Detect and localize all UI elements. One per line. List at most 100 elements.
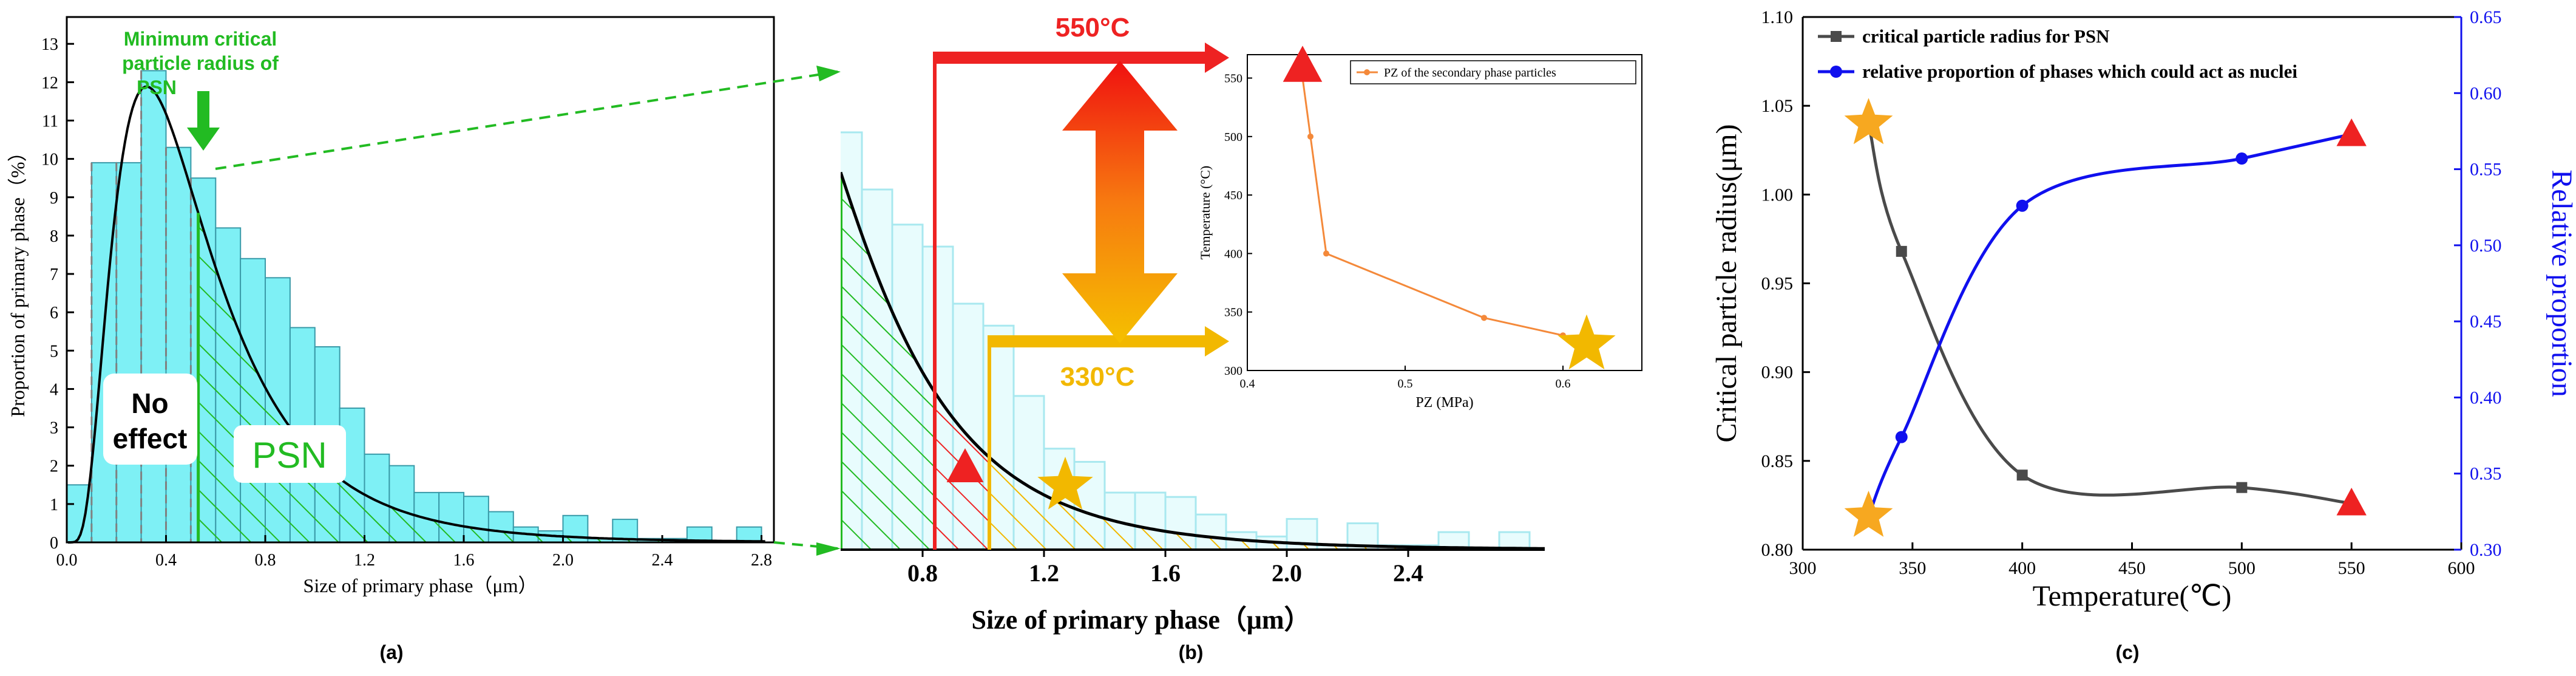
cold-arrow — [988, 326, 1229, 357]
panel-a-histogram: 0.0 0.4 0.8 1.2 1.6 2.0 2.4 2.80123456789101112… — [7, 16, 775, 663]
y-tick-left-label: 0.80 — [1761, 540, 1794, 560]
histogram-bar — [736, 526, 762, 544]
connector-top — [215, 70, 838, 170]
legend-label: relative proportion of phases which coul… — [1862, 61, 2297, 82]
y-tick-label: 9 — [50, 189, 58, 208]
y-tick-right-label: 0.65 — [2470, 7, 2502, 27]
legend-label: critical particle radius for PSN — [1862, 26, 2110, 47]
red-triangle-marker — [946, 448, 984, 482]
panel-c-temperature-chart: 300 350 400 450 500 550 600 0.80 0.85 0.90 0.95 1.0… — [1710, 7, 2576, 663]
inset-y-tick-label: 550 — [1224, 72, 1242, 86]
x-tick-label: 2.0 — [552, 551, 574, 570]
legend-marker — [1831, 31, 1842, 42]
relative-proportion-point — [2235, 152, 2248, 165]
fit-curve — [68, 85, 765, 544]
caption-c: (c) — [2115, 641, 2139, 663]
region-hatch — [989, 457, 1530, 550]
triangle-marker-550 — [2336, 118, 2367, 146]
y-tick-right-label: 0.60 — [2470, 83, 2502, 103]
y-tick-right-label: 0.45 — [2470, 312, 2502, 332]
no-effect-box — [103, 374, 197, 465]
connector-bottom-arrowhead — [816, 542, 841, 556]
y-tick-label: 11 — [42, 112, 58, 131]
series-relative-proportion-line — [1867, 132, 2352, 517]
y-tick-label: 1 — [50, 496, 58, 514]
y-axis-right-label: Relative proportion — [2546, 169, 2576, 397]
zoom-connectors — [215, 66, 841, 556]
x-tick-label: 450 — [2118, 558, 2146, 578]
x-tick-label: 1.6 — [1150, 559, 1181, 587]
y-tick-right-label: 0.50 — [2470, 236, 2502, 256]
x-axis-label: Size of primary phase（μm） — [971, 605, 1310, 635]
label-550: 550°C — [1056, 13, 1130, 43]
inset-series-point — [1323, 250, 1329, 257]
critical-radius-point — [2016, 469, 2028, 481]
fit-curve — [841, 171, 1545, 550]
y-tick-right-label: 0.35 — [2470, 464, 2502, 484]
inset-legend-label: PZ of the secondary phase particles — [1384, 66, 1556, 80]
inset-x-tick-label: 0.5 — [1398, 377, 1413, 391]
y-tick-label: 7 — [50, 265, 58, 284]
inset-y-tick-label: 400 — [1224, 247, 1242, 261]
x-tick-label: 1.2 — [1029, 559, 1059, 587]
x-tick-label: 500 — [2228, 558, 2256, 578]
x-tick-label: 2.0 — [1272, 559, 1302, 587]
critical-radius-point — [2236, 482, 2248, 493]
y-tick-left-label: 0.85 — [1761, 451, 1794, 471]
triangle-marker-550 — [2336, 487, 2367, 516]
inset-series-point — [1481, 315, 1487, 321]
y-tick-label: 8 — [50, 227, 58, 246]
series-critical-radius-line — [1867, 123, 2352, 505]
star-marker-330 — [1844, 490, 1893, 537]
x-tick-label: 0.0 — [56, 551, 78, 570]
x-tick-label: 0.8 — [255, 551, 276, 570]
inset-frame — [1247, 54, 1642, 371]
x-axis-label: Size of primary phase（μm） — [303, 575, 538, 596]
inset-star-marker — [1557, 314, 1616, 370]
threshold-arrow — [187, 91, 220, 151]
critical-radius-point — [1896, 245, 1907, 257]
y-tick-label: 6 — [50, 304, 58, 323]
annotation-line: PSN — [137, 77, 177, 98]
y-tick-label: 5 — [50, 342, 58, 361]
inset-y-axis-label: Temperature (°C) — [1198, 166, 1213, 259]
inset-triangle-marker — [1283, 46, 1323, 82]
y-tick-label: 12 — [41, 73, 58, 92]
caption-b: (b) — [1179, 641, 1204, 663]
x-tick-label: 0.4 — [155, 551, 177, 570]
annotation-line: particle radius of — [122, 52, 279, 74]
histogram-bar — [90, 162, 117, 543]
y-tick-label: 13 — [41, 35, 58, 54]
yellow-star-marker — [1037, 457, 1093, 510]
annotation-line: Minimum critical — [124, 28, 277, 50]
temperature-range-arrow — [1062, 61, 1178, 343]
x-tick-label: 0.8 — [907, 559, 938, 587]
psn-hatched-region — [198, 213, 762, 542]
x-tick-label: 600 — [2448, 558, 2475, 578]
no-effect-label: No — [131, 388, 168, 419]
plot-frame — [66, 16, 775, 544]
y-tick-left-label: 1.00 — [1761, 185, 1794, 205]
psn-box — [234, 425, 346, 483]
relative-proportion-point — [1895, 431, 1908, 443]
relative-proportion-point — [2016, 199, 2029, 212]
connector-bottom — [773, 541, 838, 550]
inset-series-point — [1307, 133, 1313, 140]
x-tick-label: 400 — [2008, 558, 2036, 578]
x-tick-label: 1.2 — [354, 551, 375, 570]
min-critical-radius-annotation: Minimum critical particle radius of PSN — [122, 28, 279, 98]
x-tick-label: 350 — [1899, 558, 1926, 578]
inset-y-tick-label: 450 — [1224, 189, 1242, 202]
y-tick-left-label: 0.95 — [1761, 274, 1794, 294]
y-tick-left-label: 0.90 — [1761, 363, 1794, 383]
x-tick-label: 2.8 — [751, 551, 772, 570]
region-hatch — [841, 172, 935, 550]
psn-label: PSN — [252, 435, 327, 476]
y-tick-left-label: 1.05 — [1761, 96, 1794, 116]
y-tick-label: 0 — [50, 534, 58, 553]
inset-y-tick-label: 500 — [1224, 131, 1242, 144]
x-tick-label: 550 — [2338, 558, 2365, 578]
inset-x-axis-label: PZ (MPa) — [1415, 395, 1473, 411]
inset-y-tick-label: 350 — [1224, 306, 1242, 319]
